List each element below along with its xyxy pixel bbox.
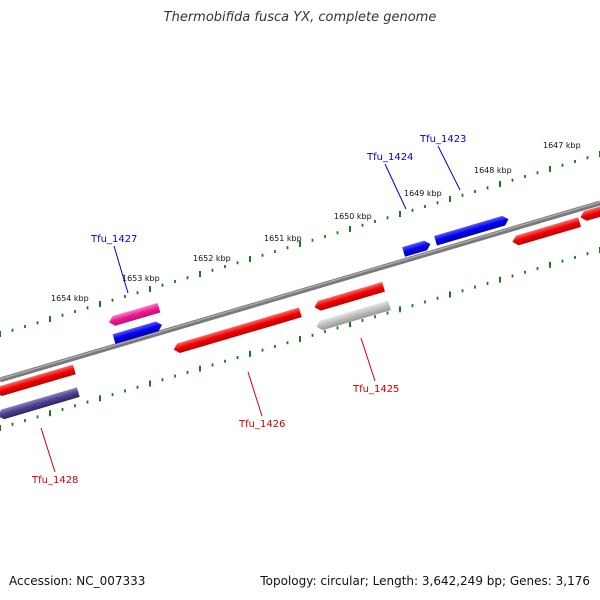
- gene-arrow-tfu1424[interactable]: [402, 239, 432, 257]
- tick-ring-upper: [0, 151, 600, 337]
- gene-arrow-red-right[interactable]: [511, 217, 581, 246]
- gene-label-tfu1428[interactable]: Tfu_1428: [31, 475, 78, 486]
- gene-label-tfu1425[interactable]: Tfu_1425: [352, 384, 399, 395]
- tick-ring-lower: [0, 247, 600, 431]
- gene-arrow-tfu1427[interactable]: [108, 302, 161, 327]
- tick-label: 1650 kbp: [334, 212, 372, 221]
- tick-label: 1651 kbp: [264, 234, 302, 243]
- gene-leader-line: [384, 163, 407, 210]
- gene-leader-line: [360, 337, 376, 382]
- gene-label-tfu1424[interactable]: Tfu_1424: [366, 152, 413, 163]
- tick-label: 1649 kbp: [404, 189, 442, 198]
- gene-label-tfu1426[interactable]: Tfu_1426: [238, 419, 285, 430]
- gene-label-tfu1427[interactable]: Tfu_1427: [90, 234, 137, 245]
- gene-arrow-tfu1428[interactable]: [0, 387, 80, 420]
- genome-backbone: [0, 200, 600, 383]
- gene-arrow-tfu1426[interactable]: [172, 307, 302, 355]
- tick-label: 1648 kbp: [474, 166, 512, 175]
- gene-arrow-tfu1425[interactable]: [315, 300, 391, 331]
- gene-leader-line: [113, 245, 129, 294]
- tick-label: 1653 kbp: [122, 274, 160, 283]
- genome-summary-text: Topology: circular; Length: 3,642,249 bp…: [260, 574, 590, 588]
- gene-arrow-blue-1427[interactable]: [112, 320, 164, 344]
- gene-arrow-red-left[interactable]: [0, 364, 76, 398]
- gene-arrow-red-edge[interactable]: [579, 205, 600, 222]
- gene-label-tfu1423[interactable]: Tfu_1423: [419, 134, 466, 145]
- gene-leader-line: [247, 371, 263, 417]
- gene-leader-line: [437, 145, 461, 191]
- tick-label: 1647 kbp: [543, 141, 581, 150]
- map-title: Thermobifida fusca YX, complete genome: [163, 10, 437, 25]
- gene-leader-line: [40, 427, 56, 473]
- tick-label: 1652 kbp: [193, 254, 231, 263]
- tick-label: 1654 kbp: [51, 294, 89, 303]
- gene-arrow-tfu1423[interactable]: [434, 214, 510, 246]
- gene-arrow-red-1425[interactable]: [313, 282, 385, 312]
- genome-backbone-highlight: [0, 201, 600, 380]
- accession-text: Accession: NC_007333: [9, 574, 146, 588]
